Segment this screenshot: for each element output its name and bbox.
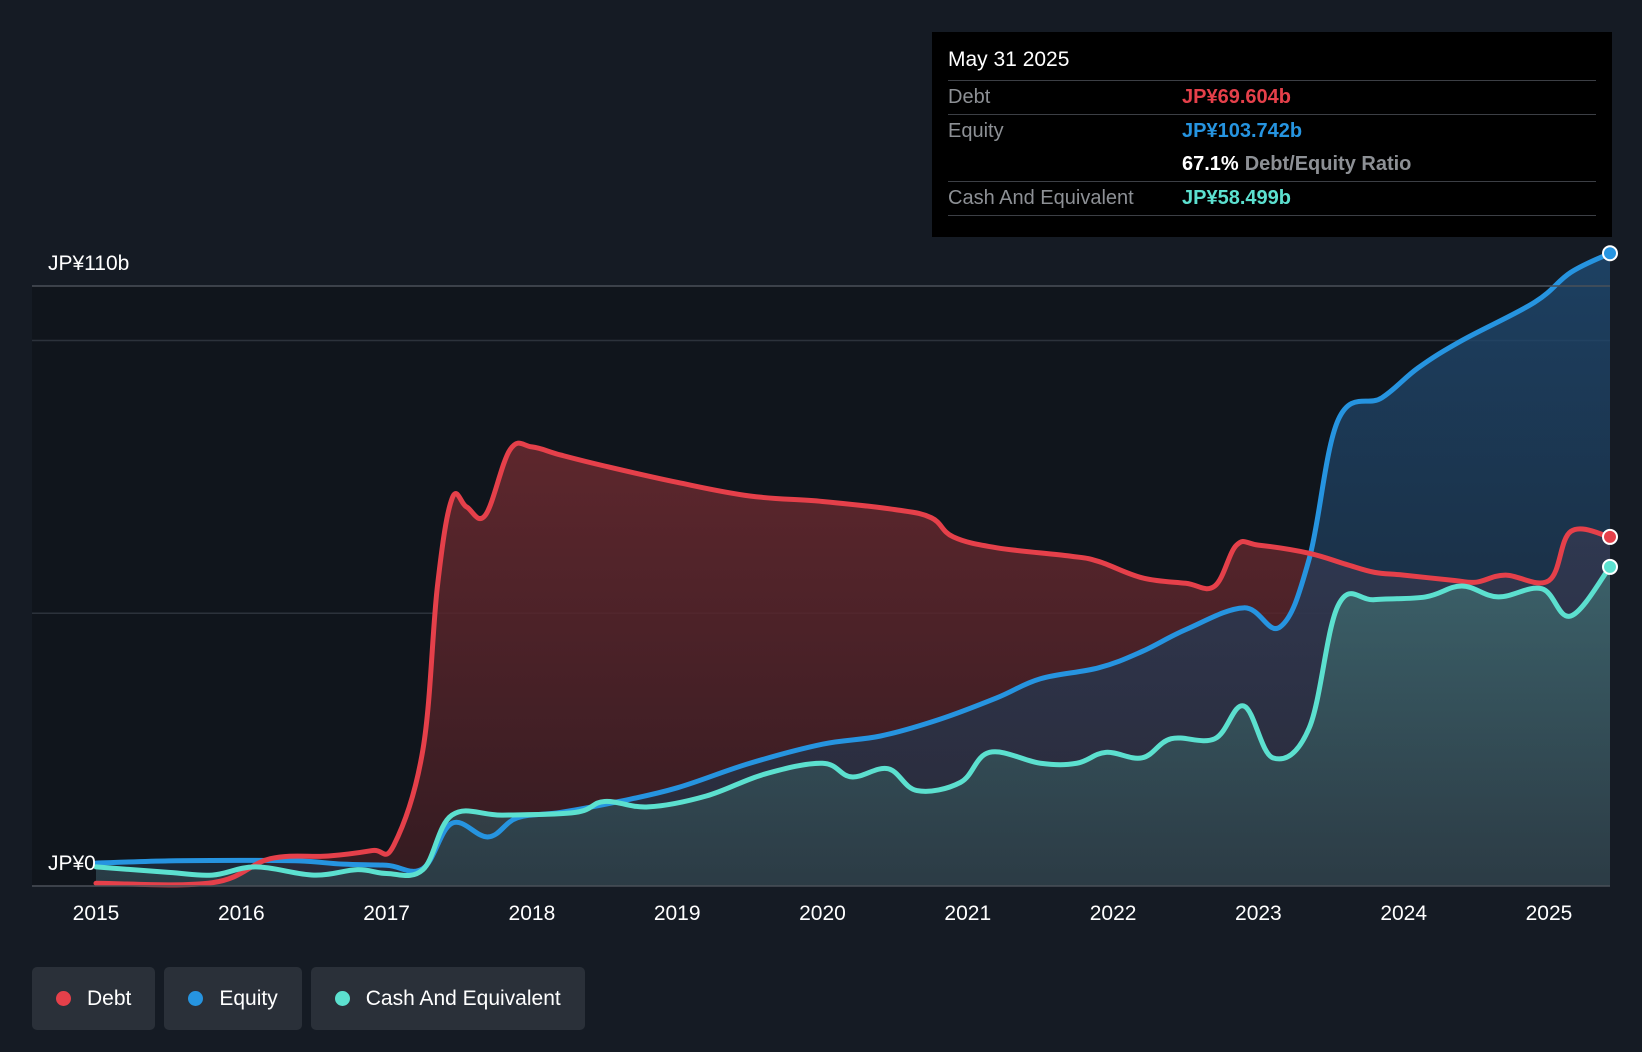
x-tick-label-2023: 2023 bbox=[1235, 902, 1282, 925]
tooltip-row-debt: Debt JP¥69.604b bbox=[948, 81, 1596, 115]
cash-endpoint[interactable] bbox=[1602, 558, 1618, 575]
tooltip-cash-value: JP¥58.499b bbox=[1182, 187, 1291, 209]
x-tick-label-2024: 2024 bbox=[1380, 902, 1427, 925]
debt-line bbox=[93, 440, 1613, 888]
x-tick-label-2019: 2019 bbox=[654, 902, 701, 925]
x-tick-label-2016: 2016 bbox=[218, 902, 265, 925]
tooltip-cash-label: Cash And Equivalent bbox=[948, 187, 1134, 209]
x-axis-ticks: 2015 2016 2017 2018 2019 2020 2021 2022 2023 2024… bbox=[73, 902, 1573, 925]
tooltip-ratio-value: 67.1% bbox=[1182, 153, 1239, 175]
debt-endpoint[interactable] bbox=[1602, 528, 1618, 545]
legend-item-equity[interactable]: Equity bbox=[164, 967, 302, 1030]
tooltip-ratio-label: Debt/Equity Ratio bbox=[1244, 153, 1412, 175]
legend-cash-label: Cash And Equivalent bbox=[365, 986, 561, 1010]
equity-line bbox=[93, 250, 1613, 874]
x-tick-label-2017: 2017 bbox=[363, 902, 410, 925]
x-tick-label-2025: 2025 bbox=[1526, 902, 1573, 925]
tooltip-debt-label: Debt bbox=[948, 86, 991, 108]
equity-endpoint[interactable] bbox=[1602, 245, 1618, 262]
x-tick-label-2018: 2018 bbox=[509, 902, 556, 925]
y-axis-label-zero: JP¥0 bbox=[48, 852, 96, 875]
tooltip-row-cash: Cash And Equivalent JP¥58.499b bbox=[948, 182, 1596, 216]
tooltip-equity-label: Equity bbox=[948, 120, 1004, 142]
y-axis-label-top: JP¥110b bbox=[48, 252, 129, 275]
tooltip-equity-value: JP¥103.742b bbox=[1182, 120, 1303, 142]
x-tick-label-2015: 2015 bbox=[73, 902, 120, 925]
cash-line bbox=[93, 564, 1613, 878]
tooltip-panel: May 31 2025 Debt JP¥69.604b Equity JP¥10… bbox=[932, 32, 1612, 237]
x-tick-label-2022: 2022 bbox=[1090, 902, 1137, 925]
legend-item-cash[interactable]: Cash And Equivalent bbox=[310, 967, 585, 1030]
cash-area bbox=[96, 566, 1610, 886]
tooltip-ratio-spacer bbox=[948, 148, 1182, 181]
x-tick-label-2021: 2021 bbox=[944, 902, 991, 925]
tooltip-row-equity: Equity JP¥103.742b bbox=[948, 115, 1596, 148]
legend-item-debt[interactable]: Debt bbox=[32, 967, 156, 1030]
tooltip-debt-value: JP¥69.604b bbox=[1182, 86, 1291, 108]
chart-legend: Debt Equity Cash And Equivalent bbox=[32, 967, 585, 1030]
legend-equity-dot-icon bbox=[188, 991, 204, 1006]
legend-debt-label: Debt bbox=[87, 986, 132, 1010]
legend-cash-dot-icon bbox=[334, 991, 350, 1006]
legend-equity-label: Equity bbox=[219, 986, 278, 1010]
series-endpoints bbox=[1602, 245, 1618, 575]
tooltip-row-ratio: 67.1% Debt/Equity Ratio bbox=[948, 148, 1596, 182]
series-lines bbox=[93, 250, 1613, 888]
x-tick-label-2020: 2020 bbox=[799, 902, 846, 925]
tooltip-date: May 31 2025 bbox=[948, 46, 1596, 81]
legend-debt-dot-icon bbox=[56, 991, 71, 1006]
